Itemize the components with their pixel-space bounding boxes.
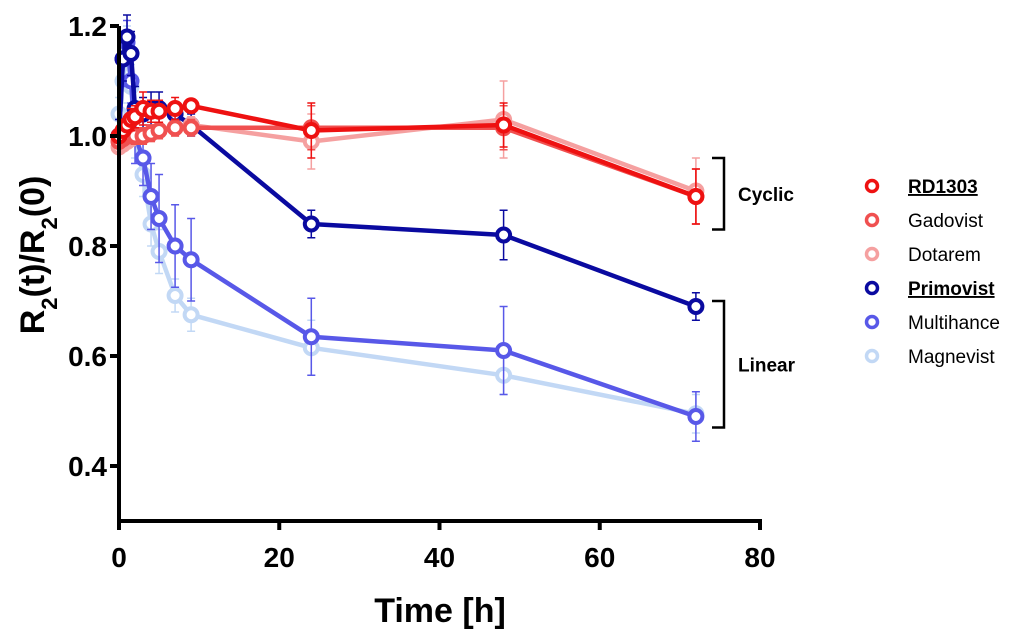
plot-area	[110, 14, 705, 442]
series-rd1303	[110, 91, 705, 225]
bracket-line	[712, 299, 726, 429]
data-point	[122, 45, 140, 62]
legend-marker	[864, 348, 880, 364]
x-tick-label: 0	[111, 542, 127, 573]
bracket-line	[712, 156, 726, 231]
x-tick-label: 20	[264, 542, 295, 573]
series-dotarem	[110, 80, 705, 225]
data-point	[302, 215, 320, 233]
y-axis: 0.4 0.6 0.8 1.0 1.2	[68, 11, 121, 521]
group-label: Cyclic	[738, 185, 794, 206]
group-brackets: Cyclic Linear	[712, 156, 796, 429]
data-point	[302, 328, 320, 346]
legend-item: Gadovist	[864, 211, 984, 232]
data-point	[166, 119, 184, 137]
data-point	[166, 237, 184, 255]
data-point	[134, 149, 152, 167]
y-tick-label: 0.4	[68, 451, 107, 482]
legend-item: Multihance	[864, 313, 1000, 334]
y-axis-title: R2(t)/R2(0)	[14, 176, 62, 335]
legend-label: Multihance	[908, 313, 1000, 334]
bracket-cyclic: Cyclic	[712, 156, 794, 231]
series-line	[117, 117, 697, 194]
bracket-linear: Linear	[712, 299, 796, 429]
legend-marker	[864, 178, 880, 194]
data-point	[182, 119, 200, 137]
data-point	[142, 188, 160, 205]
legend-label: RD1303	[908, 177, 978, 198]
group-label: Linear	[738, 355, 796, 376]
data-point	[182, 306, 200, 324]
data-point	[150, 102, 168, 120]
x-axis-title: Time [h]	[374, 592, 506, 630]
legend-marker	[864, 246, 880, 262]
legend-label: Magnevist	[908, 347, 995, 368]
y-tick-label: 0.8	[68, 231, 107, 262]
y-tick-label: 0.6	[68, 341, 107, 372]
data-point	[118, 28, 136, 46]
series-line	[116, 34, 697, 309]
data-point	[182, 251, 200, 269]
data-point	[182, 97, 200, 115]
data-point	[150, 210, 168, 227]
data-point	[166, 287, 184, 304]
legend-label: Gadovist	[908, 211, 984, 232]
x-tick-label: 60	[584, 542, 615, 573]
legend-marker	[864, 212, 880, 228]
x-axis: 0 20 40 60 80	[111, 519, 776, 573]
data-point	[166, 100, 184, 117]
data-point	[495, 342, 513, 359]
data-point	[150, 122, 168, 139]
data-point	[495, 116, 513, 134]
legend-item: RD1303	[864, 177, 978, 198]
x-tick-label: 40	[424, 542, 455, 573]
x-tick-label: 80	[744, 542, 775, 573]
legend: RD1303 Gadovist Dotarem Primovist Multihance…	[864, 177, 1000, 368]
legend-item: Dotarem	[864, 245, 981, 266]
y-tick-label: 1.2	[68, 11, 107, 42]
legend-label: Dotarem	[908, 245, 981, 266]
legend-item: Magnevist	[864, 347, 995, 368]
legend-label: Primovist	[908, 279, 995, 300]
data-point	[687, 408, 705, 425]
data-point	[687, 298, 705, 315]
series-line	[117, 103, 697, 199]
legend-item: Primovist	[864, 279, 995, 300]
legend-marker	[864, 280, 880, 296]
legend-marker	[864, 314, 880, 330]
data-point	[302, 122, 320, 139]
data-point	[687, 188, 705, 205]
y-tick-label: 1.0	[68, 121, 107, 152]
data-point	[495, 226, 513, 244]
